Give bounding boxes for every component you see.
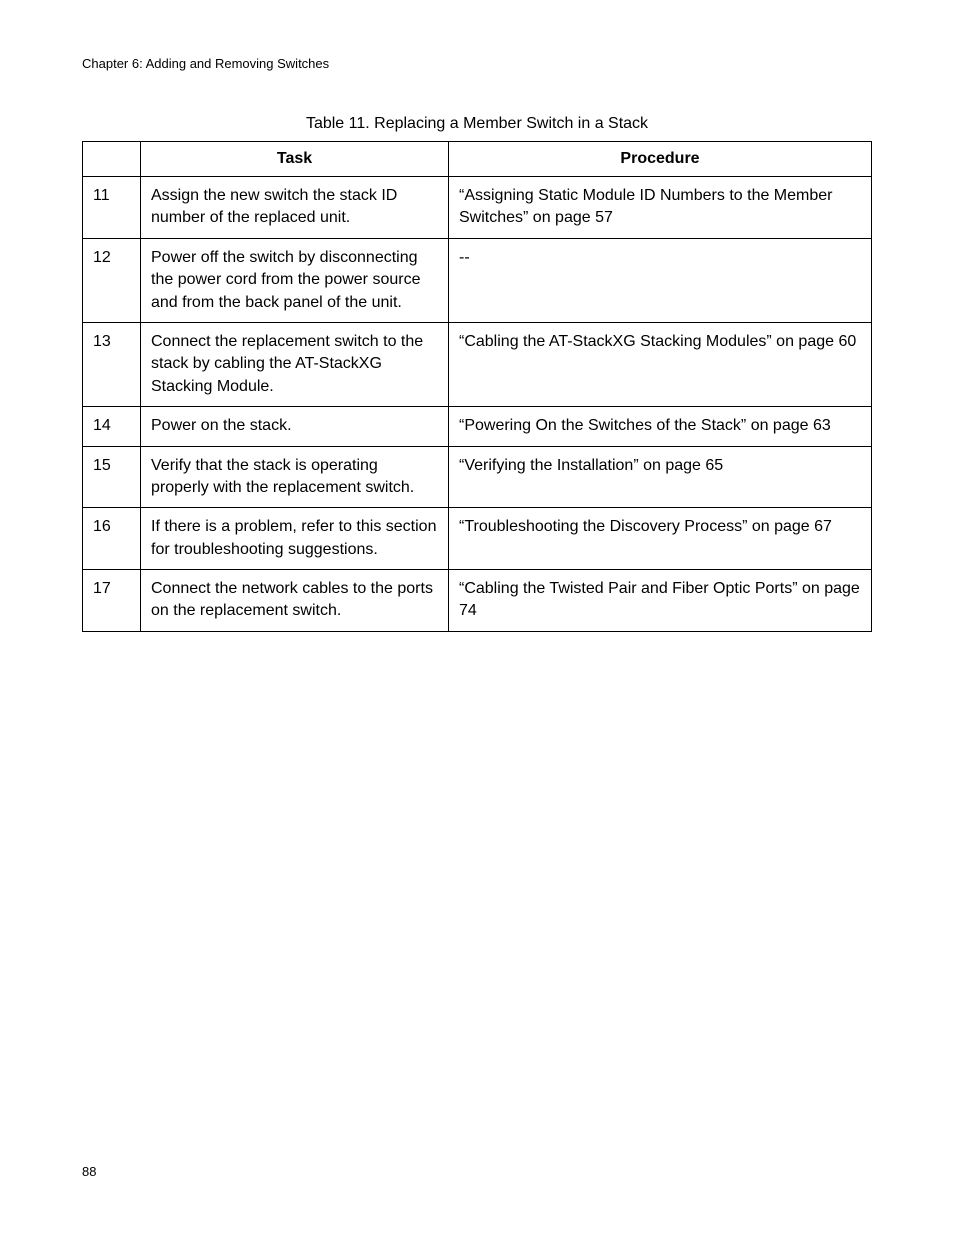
cell-task: If there is a problem, refer to this sec… (141, 508, 449, 570)
table-row: 14 Power on the stack. “Powering On the … (83, 407, 872, 446)
cell-procedure: “Verifying the Installation” on page 65 (449, 446, 872, 508)
cell-procedure: -- (449, 238, 872, 322)
cell-task: Assign the new switch the stack ID numbe… (141, 177, 449, 239)
cell-procedure: “Cabling the AT-StackXG Stacking Modules… (449, 322, 872, 406)
cell-procedure: “Powering On the Switches of the Stack” … (449, 407, 872, 446)
page-number: 88 (82, 1164, 96, 1179)
cell-num: 15 (83, 446, 141, 508)
table-header-row: Task Procedure (83, 142, 872, 177)
cell-procedure: “Cabling the Twisted Pair and Fiber Opti… (449, 570, 872, 632)
table-row: 12 Power off the switch by disconnecting… (83, 238, 872, 322)
procedure-table: Task Procedure 11 Assign the new switch … (82, 141, 872, 632)
cell-procedure: “Assigning Static Module ID Numbers to t… (449, 177, 872, 239)
table-row: 17 Connect the network cables to the por… (83, 570, 872, 632)
table-row: 16 If there is a problem, refer to this … (83, 508, 872, 570)
table-header-task: Task (141, 142, 449, 177)
table-caption: Table 11. Replacing a Member Switch in a… (82, 115, 872, 133)
table-row: 13 Connect the replacement switch to the… (83, 322, 872, 406)
cell-num: 16 (83, 508, 141, 570)
cell-num: 11 (83, 177, 141, 239)
cell-num: 17 (83, 570, 141, 632)
cell-task: Power on the stack. (141, 407, 449, 446)
cell-num: 13 (83, 322, 141, 406)
table-header-num (83, 142, 141, 177)
cell-task: Connect the replacement switch to the st… (141, 322, 449, 406)
cell-task: Verify that the stack is operating prope… (141, 446, 449, 508)
cell-num: 12 (83, 238, 141, 322)
table-row: 15 Verify that the stack is operating pr… (83, 446, 872, 508)
cell-task: Power off the switch by disconnecting th… (141, 238, 449, 322)
chapter-header: Chapter 6: Adding and Removing Switches (82, 56, 872, 71)
cell-task: Connect the network cables to the ports … (141, 570, 449, 632)
cell-procedure: “Troubleshooting the Discovery Process” … (449, 508, 872, 570)
cell-num: 14 (83, 407, 141, 446)
table-row: 11 Assign the new switch the stack ID nu… (83, 177, 872, 239)
table-header-procedure: Procedure (449, 142, 872, 177)
